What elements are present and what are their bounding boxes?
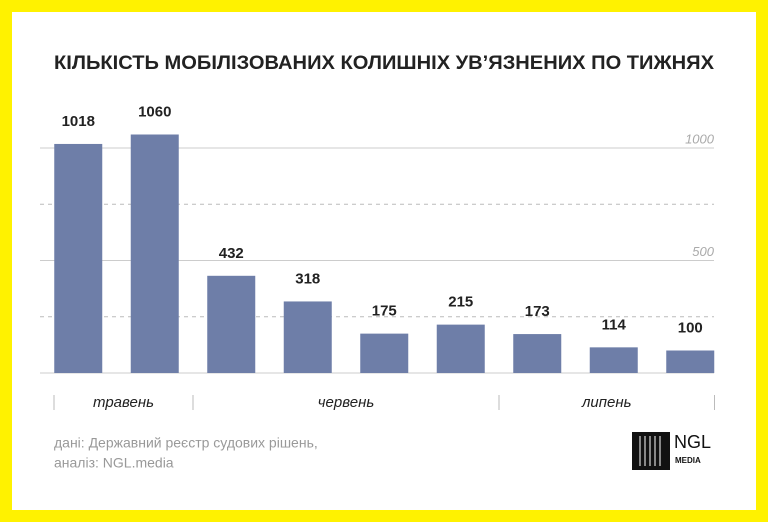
value-label: 1060 — [138, 103, 171, 120]
group-label: липень — [581, 394, 632, 411]
bar — [360, 333, 409, 373]
bar — [436, 324, 485, 373]
logo-name: NGL — [674, 432, 711, 452]
y-tick-label: 500 — [692, 244, 714, 259]
value-label: 1018 — [62, 113, 95, 130]
value-label: 175 — [372, 303, 397, 320]
chart-title: КІЛЬКІСТЬ МОБІЛІЗОВАНИХ КОЛИШНІХ УВ’ЯЗНЕ… — [54, 53, 714, 74]
bar — [513, 334, 562, 373]
value-label: 114 — [602, 316, 627, 333]
value-label: 432 — [219, 245, 244, 262]
group-label: травень — [93, 394, 154, 411]
logo: NGL MEDIA — [632, 432, 711, 470]
bar — [589, 347, 638, 373]
y-tick-label: 1000 — [685, 131, 715, 146]
group-label: червень — [318, 394, 375, 411]
value-label: 215 — [448, 294, 473, 311]
source-line: дані: Державний реєстр судових рішень, — [54, 435, 318, 451]
bar — [666, 350, 715, 373]
bar — [283, 301, 332, 373]
bar — [207, 275, 256, 373]
bar — [54, 143, 103, 373]
logo-subtitle: MEDIA — [675, 456, 701, 465]
logo-mark — [632, 432, 670, 470]
value-label: 173 — [525, 303, 550, 320]
value-label: 318 — [295, 270, 320, 287]
logo-stripes — [639, 436, 661, 466]
value-label: 100 — [678, 319, 703, 336]
source-line: аналіз: NGL.media — [54, 455, 174, 471]
bar — [130, 134, 179, 373]
